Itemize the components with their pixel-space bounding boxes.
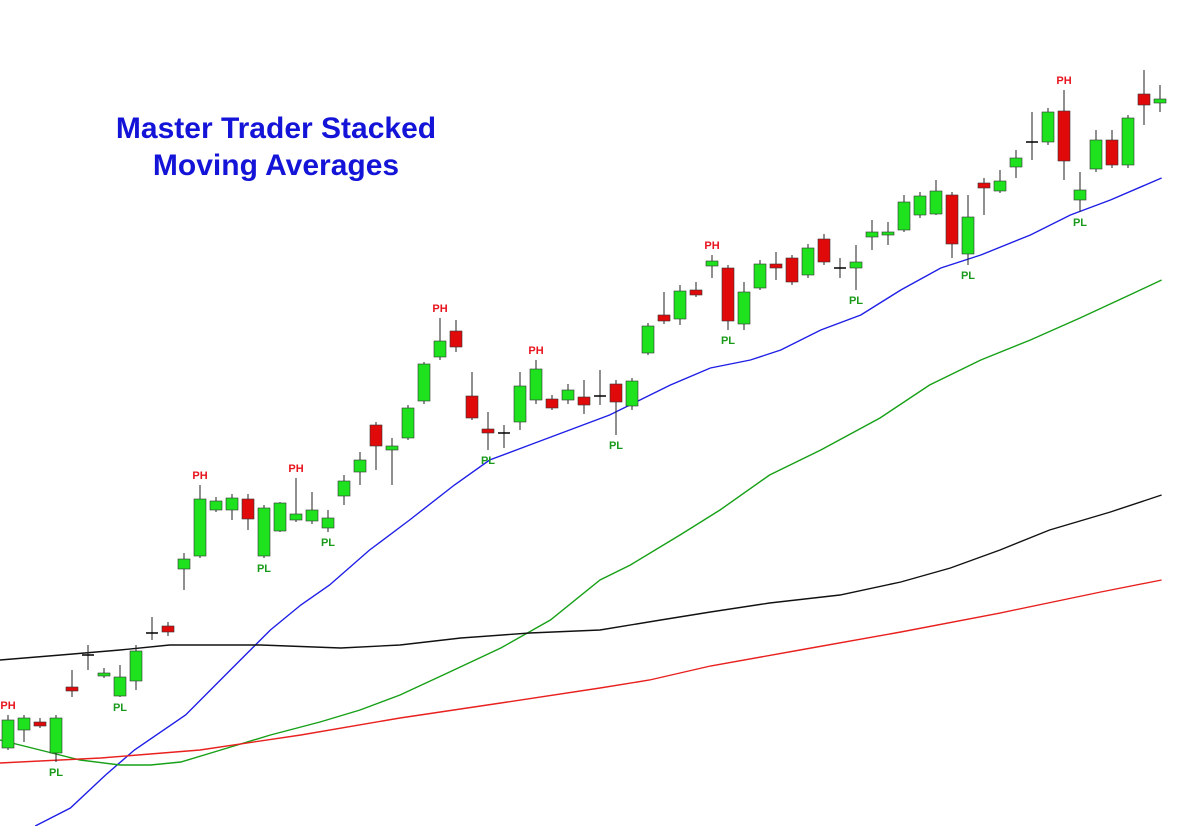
candle-body <box>353 459 367 473</box>
chart-title: Master Trader Stacked <box>116 112 436 145</box>
candle-body <box>209 500 223 511</box>
pivot-low-label: PL <box>961 270 975 282</box>
candle-body <box>657 314 671 322</box>
candle-body <box>449 330 463 348</box>
candle-body <box>129 650 143 682</box>
moving-averages <box>0 177 1162 826</box>
candle-body <box>481 428 495 434</box>
candle-body <box>705 260 719 267</box>
candle-body <box>897 201 911 231</box>
candle-body <box>689 289 703 296</box>
moving-average-line <box>0 279 1162 766</box>
candle-body <box>401 407 415 439</box>
moving-average-line <box>34 177 1162 826</box>
candle-body <box>177 558 191 570</box>
candle-body <box>849 261 863 269</box>
pivot-high-label: PH <box>1056 75 1071 87</box>
moving-average-line <box>0 579 1162 764</box>
pivot-low-label: PL <box>257 563 271 575</box>
candle-body <box>289 513 303 521</box>
candle-body <box>1057 110 1071 162</box>
candle-body <box>385 445 399 451</box>
candle-body <box>641 325 655 354</box>
candle-body <box>225 497 239 511</box>
candle-body <box>1121 117 1135 166</box>
candle-body <box>1137 93 1151 106</box>
candle-body <box>577 396 591 406</box>
candle-body <box>33 721 47 727</box>
candle-body <box>465 395 479 419</box>
candle-body <box>417 363 431 402</box>
candle-body <box>1089 139 1103 170</box>
candle-body <box>257 507 271 557</box>
candle-body <box>817 238 831 263</box>
candle-body <box>65 686 79 692</box>
candle-body <box>753 263 767 289</box>
candle-body <box>961 216 975 255</box>
candles <box>1 70 1167 762</box>
candle-body <box>369 424 383 447</box>
candle-body <box>625 380 639 407</box>
pivot-low-label: PL <box>113 702 127 714</box>
pivot-high-label: PH <box>192 470 207 482</box>
candle-body <box>513 385 527 423</box>
candle-body <box>913 195 927 216</box>
candle-body <box>17 717 31 731</box>
candle-body <box>1153 98 1167 104</box>
pivot-low-label: PL <box>1073 217 1087 229</box>
chart-title: Moving Averages <box>153 149 399 182</box>
candle-body <box>161 625 175 633</box>
candle-body <box>1009 157 1023 168</box>
candle-body <box>1 719 15 749</box>
candle-body <box>337 480 351 497</box>
candle-body <box>305 509 319 522</box>
candle-body <box>1105 139 1119 166</box>
pivot-low-label: PL <box>609 440 623 452</box>
moving-average-line <box>0 494 1162 661</box>
candle-body <box>977 182 991 189</box>
candle-body <box>609 383 623 403</box>
candle-body <box>673 290 687 320</box>
candle-body <box>881 231 895 236</box>
candle-body <box>865 231 879 238</box>
candle-body <box>929 190 943 215</box>
candle-body <box>721 267 735 322</box>
candle-body <box>113 676 127 697</box>
candle-body <box>433 340 447 358</box>
candle-body <box>993 180 1007 192</box>
candle-body <box>545 398 559 409</box>
candle-body <box>801 247 815 276</box>
candle-body <box>1073 189 1087 201</box>
pivot-low-label: PL <box>321 537 335 549</box>
candle-body <box>241 498 255 520</box>
candle-body <box>49 717 63 754</box>
candle-body <box>785 257 799 283</box>
candle-body <box>945 194 959 245</box>
candle-body <box>737 291 751 325</box>
candle-body <box>561 389 575 401</box>
pivot-high-label: PH <box>0 700 15 712</box>
pivot-low-label: PL <box>721 335 735 347</box>
pivot-high-label: PH <box>528 345 543 357</box>
pivot-high-label: PH <box>288 463 303 475</box>
pivot-low-label: PL <box>49 767 63 779</box>
pivot-labels: PH PH PH PH PH PH PH PL PL PL PL PL PL PL PL PL PL <box>0 75 1087 779</box>
candle-body <box>529 368 543 401</box>
pivot-low-label: PL <box>849 295 863 307</box>
candle-body <box>1041 111 1055 143</box>
pivot-high-label: PH <box>432 303 447 315</box>
candle-body <box>273 502 287 532</box>
candle-body <box>321 517 335 529</box>
candle-body <box>769 263 783 269</box>
candle-body <box>193 498 207 557</box>
pivot-low-label: PL <box>481 455 495 467</box>
pivot-high-label: PH <box>704 240 719 252</box>
candle-body <box>97 672 111 677</box>
